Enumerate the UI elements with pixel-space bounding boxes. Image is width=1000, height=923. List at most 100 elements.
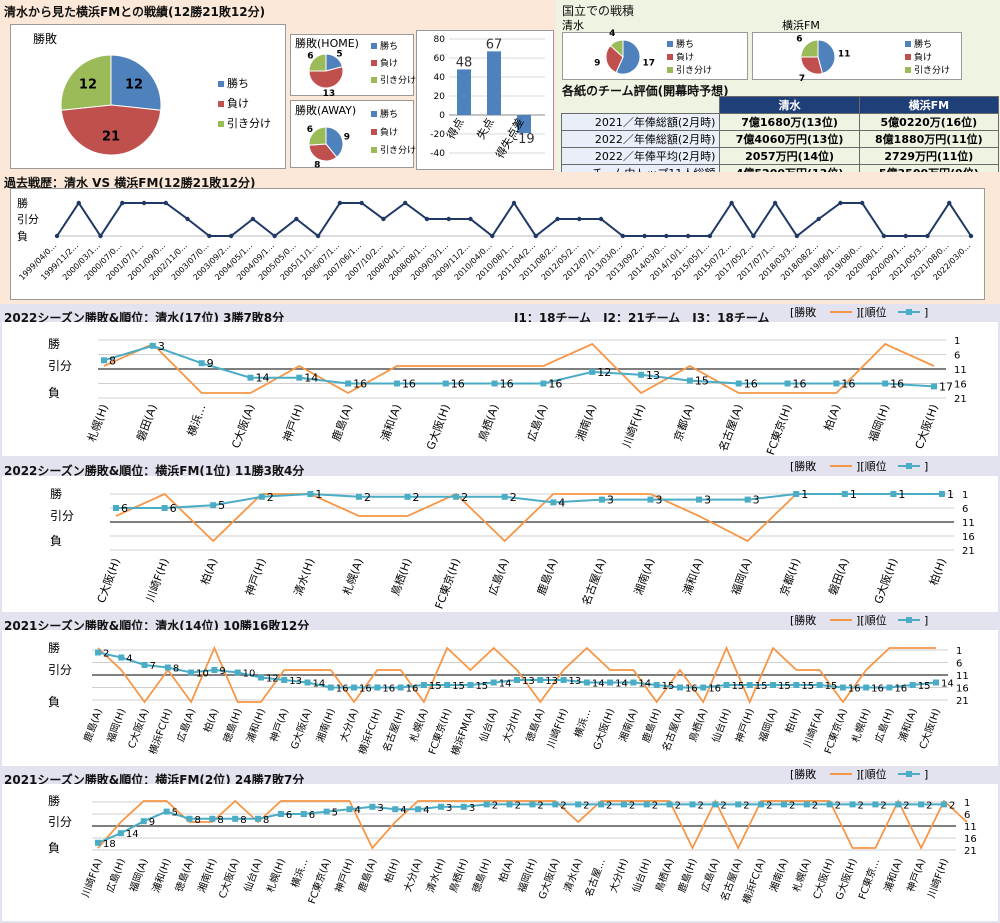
season-rank-label: 14 [304,372,318,385]
season-xtick: 福岡(A) [126,856,150,893]
season-rank-point [490,679,497,686]
season-xtick: 川崎F(H) [619,402,648,449]
history-point [272,233,277,239]
season-rank-point [257,674,264,681]
season-rank-label: 14 [255,372,269,385]
table-row: 2022／年俸平均(2月時) 2057万円(14位) 2729万円(11位) [560,147,1000,165]
season-rank-point [598,801,605,808]
season-xtick: 浦和(H) [149,856,173,894]
season-rank-point [118,654,125,661]
history-point [707,233,713,239]
season-rank-point [211,667,218,673]
season-rank-label: 3 [469,803,475,814]
season-xtick: 徳島(A) [523,706,547,743]
legend-bracket: [勝敗 [790,459,816,473]
season-rank-point [234,669,241,676]
season-xtick: 福岡(A) [756,706,780,743]
pie-label-draw: 12 [79,78,97,93]
season-rank-label: 1 [947,488,954,501]
season-rank-label: 2 [903,800,909,811]
season-rank-label: 4 [355,805,361,816]
season-rank-point [630,679,637,686]
season-xtick: FC東京(H) [432,556,463,610]
pie-slice-lose [60,104,162,156]
history-point [794,233,800,239]
season-xtick: 広島(H) [872,706,896,744]
table-header-row: 清水 横浜FM [562,96,1000,114]
season-xtick: 名古屋… [582,857,608,899]
season-result-line [97,798,968,851]
history-point [729,200,734,206]
season-rank-label: 16 [871,684,884,695]
season-rank-point [849,801,856,808]
season-rank-point [460,803,467,810]
bar-0 [457,69,471,115]
season-rank-label: 2 [515,800,521,811]
season-rank-label: 2 [537,800,543,811]
season-xtick: 札幌(A) [407,706,431,743]
pie-slice-draw [308,53,327,72]
season-xtick: 札幌(H) [84,402,110,443]
season-xtick: 広島(A) [524,402,550,443]
season-rank-point [307,491,314,497]
table-header-shimizu: 清水 [719,96,860,114]
history-point [402,200,408,206]
season-xtick: 浦和(H) [243,706,267,744]
legend-win: 勝ち [676,38,694,50]
legend-bracket: ][順位 [856,459,887,473]
season-rank-point [735,801,742,808]
pie-label-win: 11 [838,50,851,60]
season-rank-point [780,801,787,808]
season-rank-label: 13 [289,676,302,687]
season-rank-label: 15 [695,375,709,388]
season-rank-point [638,371,645,378]
season-xtick: FC東京… [855,857,882,902]
season-rank-point [501,493,508,500]
history-point [468,216,473,222]
season-rank-label: 15 [662,681,675,692]
season-xtick: 鹿島(H) [639,706,663,744]
season-rank-line [97,803,944,844]
season-rank-point [327,684,334,691]
season-xtick: FC東京(H) [763,402,794,456]
season-xtick: 徳島(A) [172,856,196,893]
pie-label-lose: 21 [102,129,120,144]
pie-slice-lose [308,65,344,89]
season-xtick: 福岡(H) [515,856,539,894]
season-ytick: 負 [48,695,60,709]
season-rank-point [255,815,262,822]
pie-label-lose: 9 [594,58,600,68]
season-rank-point [506,801,513,808]
season-rank-point [351,684,358,691]
season-ytick: 負 [48,841,60,855]
s21shimizu-title: 2021シーズン勝敗&順位：清水(14位) 10勝16敗12分 [4,619,310,633]
season-xtick: C大阪(H) [94,556,123,605]
season-rank-label: 2 [364,491,371,504]
season-rank-tick: 11 [964,822,977,833]
season-rank-label: 3 [446,803,452,814]
history-box: 勝引分負 1999/04/0… 1999/11/2… 2000/03/1… 2000/0… [10,188,985,300]
season-rank-label: 1 [898,488,905,501]
season-xtick: 仙台(A) [476,706,500,743]
season-rank-label: 13 [569,676,582,687]
season-xtick: 湘南(A) [767,856,791,893]
s21yoko-box: [勝敗][順位] 勝引分負 1 6 11 16 21 18 14 9 5 8 8 8 8 6 6 5 4 3 4 4 3 3 2… [2,767,998,921]
legend-bracket: ][順位 [856,305,887,319]
season-rank-point [529,801,536,808]
history-ytick: 負 [17,230,28,243]
pie-label-lose: 7 [799,74,805,84]
legend-swatch-draw [905,67,911,73]
season-rank-tick: 16 [962,532,975,543]
legend-draw: 引き分け [914,65,950,76]
season-rank-point [803,801,810,808]
season-rank-point [467,682,474,688]
pie-slice-win [615,39,641,75]
season-rank-point [933,679,939,686]
history-point [207,233,212,239]
s21yoko-title: 2021シーズン勝敗&順位：横浜FM(2位) 24勝7敗7分 [4,773,305,787]
season-rank-label: 2 [720,800,726,811]
season-rank-point [117,830,124,837]
season-rank-point [643,801,650,808]
